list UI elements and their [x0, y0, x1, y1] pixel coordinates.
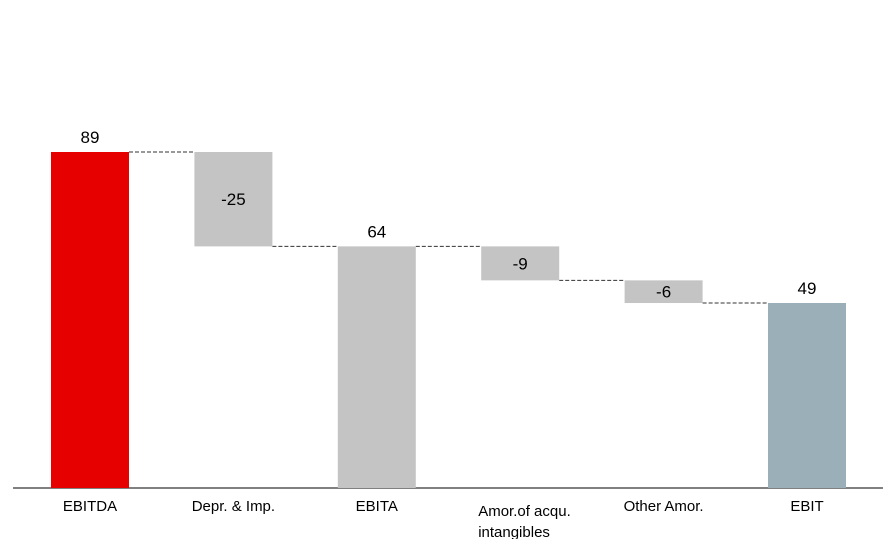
value-labels: 89 -25 64 -9 -6 49	[81, 128, 817, 302]
bar-ebita	[337, 246, 416, 488]
category-label-depr-imp: Depr. & Imp.	[192, 498, 275, 515]
bar-depr-imp	[194, 152, 273, 247]
bar-ebitda	[51, 152, 129, 488]
connector-lines	[129, 151, 768, 304]
value-label-amor-of-acqu-intangibles: -9	[513, 254, 528, 273]
category-label-ebita: EBITA	[356, 498, 398, 515]
category-label-other-amor: Other Amor.	[624, 498, 704, 515]
bar-other-amor	[624, 280, 703, 304]
value-label-depr-imp: -25	[221, 190, 246, 209]
value-label-ebit: 49	[798, 279, 817, 298]
value-label-ebitda: 89	[81, 128, 100, 147]
category-label-ebit: EBIT	[790, 498, 823, 515]
category-labels: EBITDA Depr. & Imp. EBITA Amor.of acqu. inta…	[63, 498, 824, 539]
value-label-ebita: 64	[367, 222, 386, 241]
bars	[51, 152, 846, 488]
bar-ebit	[768, 303, 846, 488]
value-label-other-amor: -6	[656, 283, 671, 302]
bar-amor-of-acqu-intangibles	[481, 246, 560, 281]
category-label-ebitda: EBITDA	[63, 498, 117, 515]
category-label-amor-of-acqu-intangibles: Amor.of acqu. intangibles	[478, 503, 571, 539]
